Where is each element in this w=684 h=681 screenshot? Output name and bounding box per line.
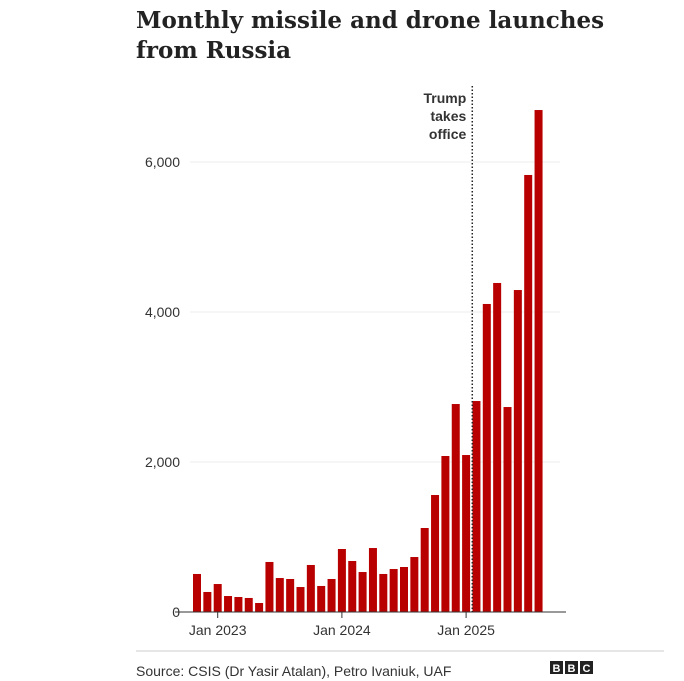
bar bbox=[441, 456, 450, 612]
chart-title: from Russia bbox=[136, 37, 291, 64]
bar bbox=[193, 573, 201, 612]
bar bbox=[337, 549, 346, 612]
bar bbox=[482, 303, 491, 612]
bar bbox=[265, 561, 274, 612]
logo-block bbox=[550, 661, 563, 674]
bar bbox=[493, 282, 502, 612]
bar bbox=[400, 567, 408, 612]
annotation: Trump bbox=[423, 90, 466, 106]
bar bbox=[348, 561, 357, 612]
bar bbox=[534, 110, 543, 613]
bar bbox=[358, 572, 367, 612]
logo-letter: B bbox=[568, 663, 576, 675]
bar bbox=[213, 584, 222, 612]
x-tick-label: Jan 2023 bbox=[189, 622, 247, 638]
bar bbox=[451, 404, 460, 612]
bar bbox=[234, 597, 243, 612]
bar bbox=[368, 548, 377, 612]
bar bbox=[503, 407, 512, 612]
bar bbox=[244, 597, 253, 612]
bar bbox=[462, 455, 471, 612]
bar bbox=[420, 528, 429, 612]
bar bbox=[389, 569, 398, 612]
bar bbox=[317, 585, 326, 612]
bar bbox=[513, 290, 522, 612]
bar bbox=[286, 579, 295, 612]
y-tick-label: 6,000 bbox=[145, 154, 180, 170]
y-tick-label: 2,000 bbox=[145, 454, 180, 470]
x-tick-label: Jan 2025 bbox=[437, 622, 495, 638]
y-tick-label: 4,000 bbox=[145, 304, 180, 320]
logo-letter: B bbox=[553, 663, 561, 675]
chart-title: Monthly missile and drone launches bbox=[136, 7, 604, 34]
x-tick-label: Jan 2024 bbox=[313, 622, 371, 638]
bar bbox=[275, 578, 284, 612]
bar bbox=[327, 579, 336, 612]
logo-letter: C bbox=[583, 663, 591, 675]
source: Source: CSIS (Dr Yasir Atalan), Petro Iv… bbox=[136, 663, 451, 679]
bar bbox=[431, 495, 440, 612]
bar bbox=[379, 573, 388, 612]
logo-block bbox=[565, 661, 578, 674]
bar bbox=[255, 603, 264, 612]
bar bbox=[203, 591, 212, 612]
bar bbox=[524, 174, 533, 612]
bar bbox=[472, 401, 481, 612]
bar bbox=[224, 596, 233, 612]
bar bbox=[410, 557, 419, 612]
annotation: takes bbox=[430, 108, 466, 124]
annotation: office bbox=[429, 126, 467, 142]
logo-block bbox=[580, 661, 593, 674]
bar bbox=[296, 587, 305, 612]
bar bbox=[306, 564, 315, 612]
